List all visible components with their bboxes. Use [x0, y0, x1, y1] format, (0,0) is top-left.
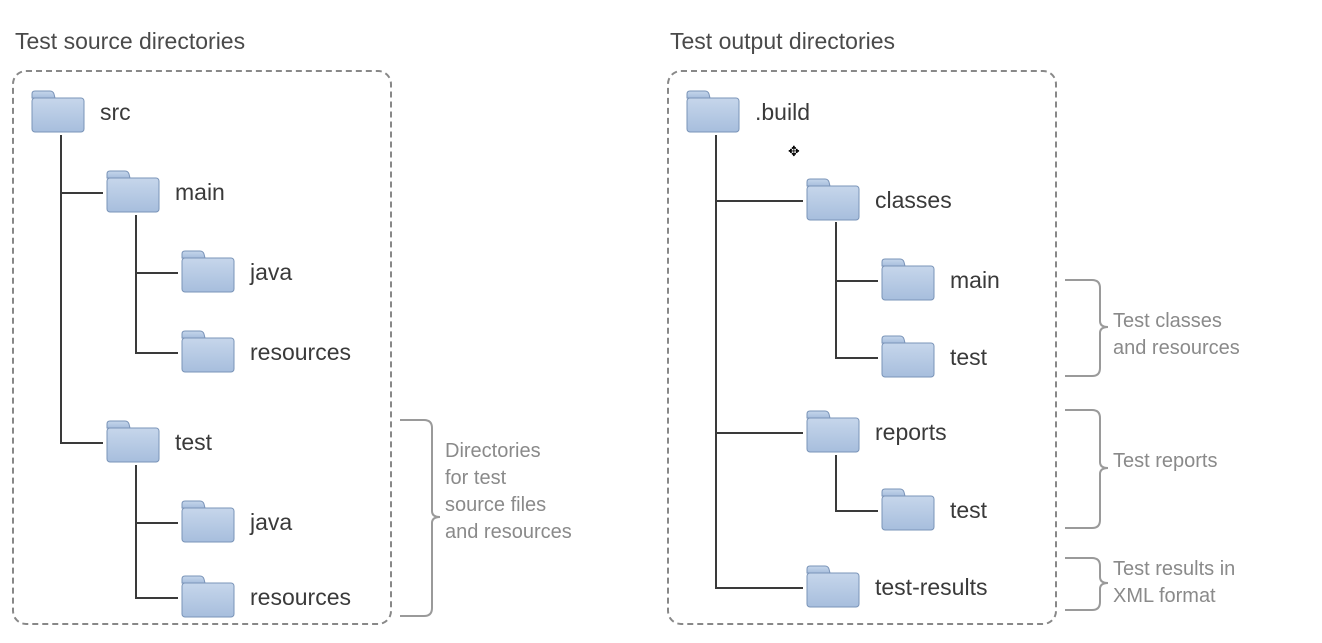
folder-node-test: test [105, 420, 212, 464]
folder-node-test-resources: resources [180, 575, 351, 619]
right-panel [667, 70, 1057, 625]
tree-connector [715, 432, 803, 434]
tree-connector [60, 192, 103, 194]
tree-connector [835, 280, 878, 282]
annotation-left-test-dirs: Directoriesfor testsource filesand resou… [445, 438, 572, 546]
folder-icon [105, 170, 161, 214]
tree-connector [835, 357, 878, 359]
annotation-right-2: Test results inXML format [1113, 556, 1235, 610]
folder-label-main: main [175, 179, 225, 206]
folder-node-build: .build [685, 90, 810, 134]
folder-label-test-java: java [250, 509, 292, 536]
folder-label-classes: classes [875, 187, 952, 214]
tree-connector [715, 135, 717, 587]
folder-icon [105, 420, 161, 464]
annotation-bracket [1063, 278, 1112, 380]
folder-node-main-resources: resources [180, 330, 351, 374]
right-title: Test output directories [670, 28, 895, 55]
tree-connector [715, 587, 803, 589]
folder-node-classes: classes [805, 178, 952, 222]
folder-label-main-resources: resources [250, 339, 351, 366]
folder-label-test: test [175, 429, 212, 456]
folder-icon [805, 410, 861, 454]
folder-label-classes-main: main [950, 267, 1000, 294]
folder-label-test-resources: resources [250, 584, 351, 611]
folder-label-src: src [100, 99, 131, 126]
folder-node-classes-main: main [880, 258, 1000, 302]
annotation-right-1: Test reports [1113, 448, 1217, 475]
folder-node-classes-test: test [880, 335, 987, 379]
folder-label-test-results: test-results [875, 574, 987, 601]
folder-icon [180, 330, 236, 374]
tree-connector [135, 352, 178, 354]
folder-node-src: src [30, 90, 131, 134]
tree-connector [835, 455, 837, 510]
folder-label-reports-test: test [950, 497, 987, 524]
folder-node-reports: reports [805, 410, 947, 454]
tree-connector [60, 442, 103, 444]
tree-connector [135, 465, 137, 597]
left-title: Test source directories [15, 28, 245, 55]
folder-node-main-java: java [180, 250, 292, 294]
folder-node-test-java: java [180, 500, 292, 544]
folder-label-build: .build [755, 99, 810, 126]
folder-node-test-results: test-results [805, 565, 987, 609]
annotation-bracket [398, 418, 444, 620]
folder-icon [805, 565, 861, 609]
folder-icon [880, 258, 936, 302]
tree-connector [135, 215, 137, 352]
folder-icon [805, 178, 861, 222]
folder-label-main-java: java [250, 259, 292, 286]
folder-node-reports-test: test [880, 488, 987, 532]
folder-icon [180, 250, 236, 294]
folder-icon [30, 90, 86, 134]
folder-icon [880, 335, 936, 379]
annotation-bracket [1063, 408, 1112, 532]
folder-label-classes-test: test [950, 344, 987, 371]
tree-connector [60, 135, 62, 442]
folder-icon [180, 575, 236, 619]
tree-connector [135, 597, 178, 599]
folder-icon [880, 488, 936, 532]
folder-icon [180, 500, 236, 544]
annotation-right-0: Test classesand resources [1113, 308, 1240, 362]
folder-label-reports: reports [875, 419, 947, 446]
tree-connector [835, 510, 878, 512]
tree-connector [135, 522, 178, 524]
annotation-bracket [1063, 556, 1112, 614]
folder-node-main: main [105, 170, 225, 214]
tree-connector [135, 272, 178, 274]
folder-icon [685, 90, 741, 134]
tree-connector [715, 200, 803, 202]
tree-connector [835, 222, 837, 357]
